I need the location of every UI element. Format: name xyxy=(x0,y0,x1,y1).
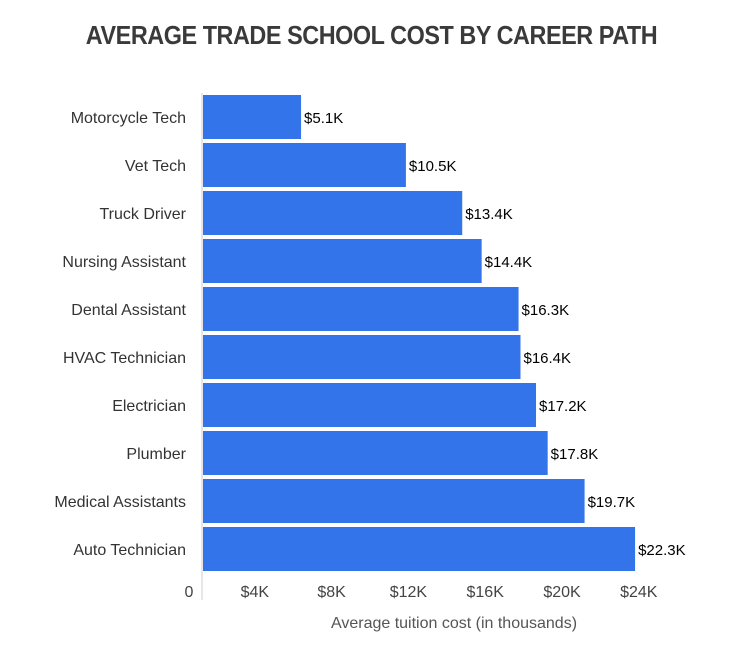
bar xyxy=(203,431,548,475)
bar xyxy=(203,527,636,571)
category-label: Medical Assistants xyxy=(54,494,186,511)
category-label: HVAC Technician xyxy=(63,350,186,367)
bar xyxy=(203,383,537,427)
value-label: $22.3K xyxy=(638,542,686,559)
category-label: Truck Driver xyxy=(99,206,186,223)
bar xyxy=(203,191,463,235)
chart-title: AVERAGE TRADE SCHOOL COST BY CAREER PATH xyxy=(85,20,658,50)
category-label: Auto Technician xyxy=(73,542,186,559)
value-label: $17.2K xyxy=(539,398,587,415)
bar xyxy=(203,143,406,187)
x-tick-label: 0 xyxy=(185,584,194,601)
bar xyxy=(203,479,585,523)
value-label: $14.4K xyxy=(485,254,533,271)
bar xyxy=(203,287,519,331)
category-label: Vet Tech xyxy=(125,158,186,175)
category-label: Plumber xyxy=(126,446,186,463)
category-label: Nursing Assistant xyxy=(62,254,186,271)
value-label: $19.7K xyxy=(588,494,636,511)
value-label: $13.4K xyxy=(465,206,513,223)
x-tick-label: $24K xyxy=(620,584,658,601)
value-label: $10.5K xyxy=(409,158,457,175)
bar xyxy=(203,95,302,139)
bar xyxy=(203,239,482,283)
x-axis-title: Average tuition cost (in thousands) xyxy=(331,615,577,632)
value-label: $16.4K xyxy=(523,350,571,367)
bar xyxy=(203,335,521,379)
x-tick-label: $4K xyxy=(241,584,270,601)
x-tick-label: $8K xyxy=(317,584,346,601)
category-label: Motorcycle Tech xyxy=(71,110,186,127)
category-label: Dental Assistant xyxy=(71,302,186,319)
x-tick-label: $20K xyxy=(543,584,581,601)
value-label: $17.8K xyxy=(551,446,599,463)
category-label: Electrician xyxy=(112,398,186,415)
x-tick-label: $12K xyxy=(390,584,428,601)
value-label: $5.1K xyxy=(304,110,343,127)
value-label: $16.3K xyxy=(522,302,570,319)
x-tick-label: $16K xyxy=(467,584,505,601)
